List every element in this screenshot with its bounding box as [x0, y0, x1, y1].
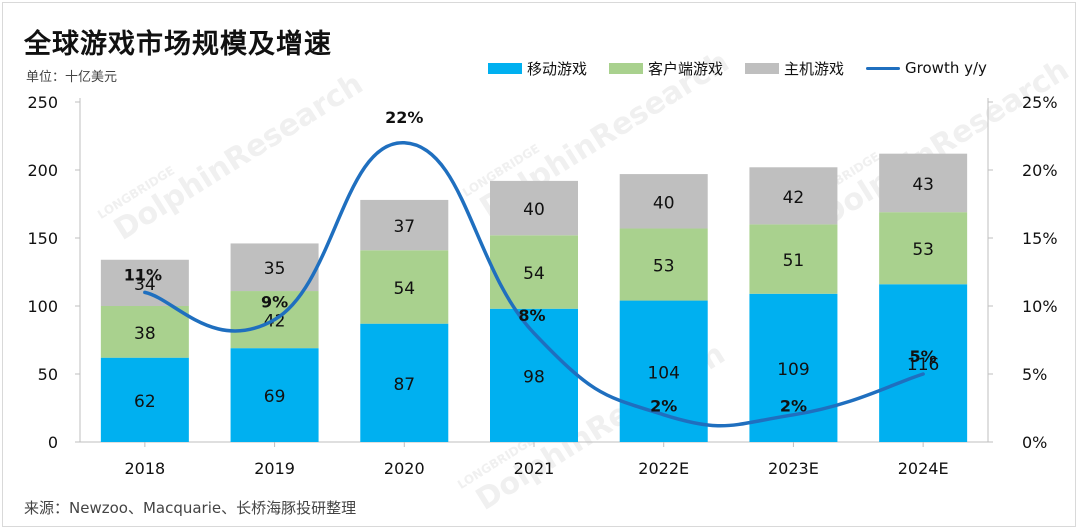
- bar-console: [879, 153, 968, 213]
- x-tick-label: 2019: [254, 459, 295, 478]
- y2-tick-label: 15%: [1022, 229, 1058, 248]
- legend-swatch-pc: [609, 62, 644, 74]
- bar-console: [360, 199, 449, 251]
- bar-pc: [490, 235, 578, 309]
- y2-tick-label: 25%: [1022, 93, 1058, 112]
- bar-console: [490, 180, 578, 236]
- bar-value-label: 43: [912, 175, 934, 195]
- bar-console: [619, 174, 708, 229]
- bar-mobile: [749, 293, 838, 442]
- growth-value-label: 8%: [518, 306, 545, 325]
- y2-tick-label: 0%: [1022, 433, 1047, 452]
- bar-mobile: [360, 323, 449, 442]
- legend-item-pc: 客户端游戏: [609, 58, 723, 79]
- bar-value-label: 35: [264, 259, 286, 279]
- bar-value-label: 40: [523, 200, 545, 220]
- bar-value-label: 54: [523, 264, 545, 284]
- bar-value-label: 37: [393, 217, 415, 237]
- bar-pc: [360, 250, 449, 324]
- growth-value-label: 22%: [385, 108, 423, 127]
- growth-value-label: 5%: [910, 347, 937, 366]
- y2-tick-label: 5%: [1022, 365, 1047, 384]
- growth-value-label: 11%: [124, 265, 162, 284]
- bar-mobile: [619, 300, 708, 442]
- bar-value-label: 87: [393, 375, 415, 395]
- bar-value-label: 98: [523, 367, 545, 387]
- legend-item-growth: Growth y/y: [866, 59, 987, 77]
- y-tick-label: 100: [27, 297, 58, 316]
- bar-console: [230, 243, 319, 292]
- y-tick-label: 0: [48, 433, 58, 452]
- bar-value-label: 53: [912, 240, 934, 260]
- bar-mobile: [230, 348, 319, 442]
- bar-pc: [749, 224, 838, 294]
- bar-pc: [100, 306, 189, 358]
- x-tick-label: 2020: [384, 459, 425, 478]
- legend-swatch-console: [745, 62, 780, 74]
- y2-tick-label: 10%: [1022, 297, 1058, 316]
- y-tick-label: 200: [27, 161, 58, 180]
- bar-value-label: 109: [777, 360, 809, 380]
- chart-title: 全球游戏市场规模及增速: [24, 29, 332, 60]
- bar-value-label: 51: [783, 251, 805, 271]
- bar-value-label: 38: [134, 324, 156, 344]
- bar-pc: [879, 212, 968, 285]
- x-tick-label: 2023E: [768, 459, 819, 478]
- unit-label: 单位：十亿美元: [26, 70, 118, 85]
- bar-value-label: 54: [393, 279, 415, 299]
- legend-item-mobile: 移动游戏: [488, 58, 587, 79]
- bar-value-label: 42: [783, 188, 805, 208]
- y-tick-label: 250: [27, 93, 58, 112]
- y2-tick-label: 20%: [1022, 161, 1058, 180]
- legend-label-mobile: 移动游戏: [527, 59, 588, 78]
- x-tick-label: 2021: [514, 459, 555, 478]
- x-tick-label: 2024E: [898, 459, 949, 478]
- legend-label-growth: Growth y/y: [905, 59, 987, 77]
- growth-value-label: 2%: [780, 396, 807, 415]
- bar-pc: [619, 228, 708, 301]
- bar-value-label: 116: [907, 355, 939, 375]
- source-note: 来源：Newzoo、Macquarie、长桥海豚投研整理: [24, 499, 357, 517]
- bar-value-label: 104: [647, 363, 679, 383]
- growth-value-label: 2%: [650, 396, 677, 415]
- bar-console: [749, 167, 838, 225]
- bar-mobile: [879, 284, 968, 442]
- bar-value-label: 69: [264, 387, 286, 407]
- bar-value-label: 34: [134, 275, 156, 295]
- growth-value-label: 9%: [261, 293, 288, 312]
- y-tick-label: 150: [27, 229, 58, 248]
- growth-line: [143, 141, 925, 428]
- bar-console: [100, 259, 189, 306]
- legend-item-console: 主机游戏: [745, 58, 844, 79]
- x-tick-label: 2018: [124, 459, 165, 478]
- x-tick-label: 2022E: [638, 459, 689, 478]
- y-tick-label: 50: [38, 365, 58, 384]
- bar-value-label: 40: [653, 193, 675, 213]
- bar-value-label: 53: [653, 257, 675, 277]
- bar-mobile: [100, 357, 189, 442]
- bar-value-label: 62: [134, 392, 156, 412]
- legend-swatch-mobile: [488, 62, 522, 74]
- legend-label-pc: 客户端游戏: [648, 59, 724, 78]
- legend-line-growth: [866, 66, 901, 70]
- legend-label-console: 主机游戏: [784, 59, 845, 78]
- legend: 移动游戏 客户端游戏 主机游戏 Growth y/y: [488, 58, 1009, 78]
